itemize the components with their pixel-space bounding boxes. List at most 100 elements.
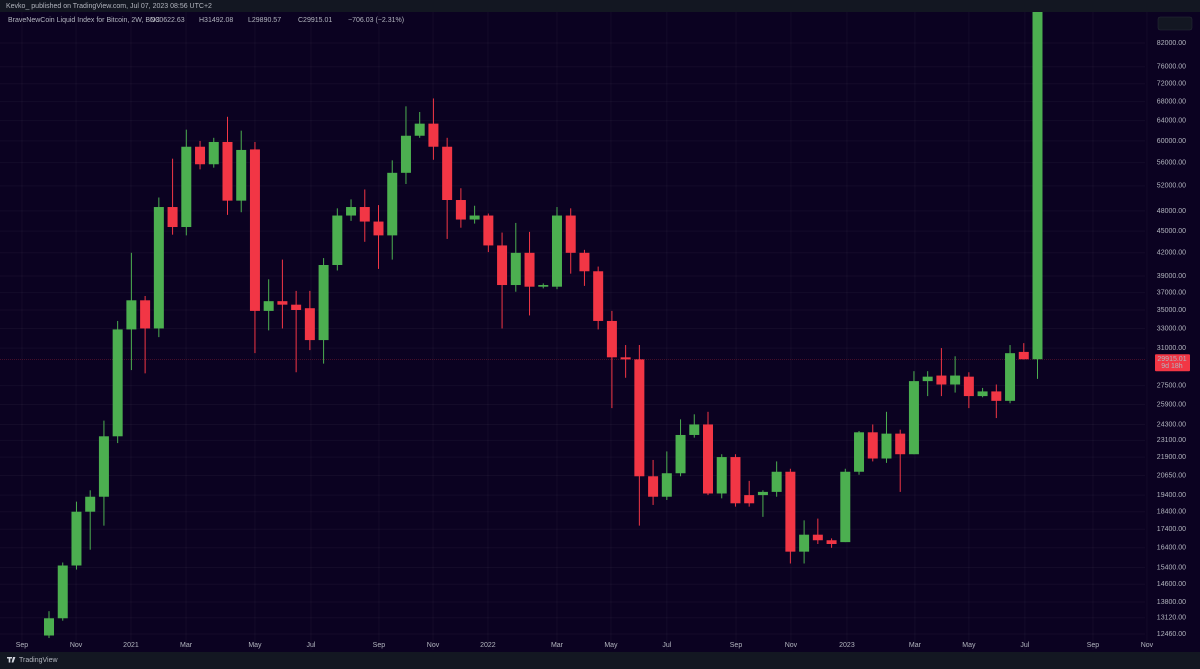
candle-body: [263, 301, 274, 311]
candle-body: [359, 207, 370, 222]
candle-body: [497, 245, 508, 286]
candle-body: [428, 123, 439, 147]
candle-body: [510, 252, 521, 286]
y-tick-label: 19400.00: [1157, 492, 1186, 499]
y-tick-label: 42000.00: [1157, 250, 1186, 257]
candle-body: [44, 618, 55, 636]
x-tick-label: Sep: [1087, 642, 1100, 649]
x-tick-label: Nov: [70, 642, 83, 649]
candle-body: [689, 424, 700, 435]
candle-body: [675, 434, 686, 474]
candle-body: [799, 534, 810, 552]
candle-body: [442, 146, 453, 201]
settings-box[interactable]: [1157, 16, 1193, 31]
y-tick-label: 20650.00: [1157, 472, 1186, 479]
x-tick-label: Nov: [427, 642, 440, 649]
y-tick-label: 45000.00: [1157, 228, 1186, 235]
candle-body: [346, 207, 357, 216]
y-tick-label: 64000.00: [1157, 118, 1186, 125]
x-tick-label: May: [962, 642, 976, 649]
y-tick-label: 16400.00: [1157, 545, 1186, 552]
footer-text: TradingView: [19, 657, 58, 664]
candle-body: [524, 252, 535, 287]
candle-body: [1032, 12, 1043, 360]
candle-body: [483, 215, 494, 246]
y-tick-label: 23100.00: [1157, 437, 1186, 444]
candle-body: [661, 473, 672, 497]
candle-body: [181, 146, 192, 228]
logo: [7, 657, 16, 663]
candle-body: [908, 381, 919, 455]
y-tick-label: 12460.00: [1157, 631, 1186, 638]
candle-body: [620, 357, 631, 360]
last-price-tag: [1155, 354, 1190, 372]
candle-body: [332, 215, 343, 265]
candle-body: [387, 172, 398, 236]
candle-body: [551, 215, 562, 287]
y-tick-label: 24300.00: [1157, 421, 1186, 428]
candle-body: [936, 375, 947, 385]
y-tick-label: 35000.00: [1157, 307, 1186, 314]
x-tick-label: Sep: [373, 642, 386, 649]
y-tick-label: 14600.00: [1157, 581, 1186, 588]
candle-body: [565, 215, 576, 253]
y-tick-label: 39000.00: [1157, 273, 1186, 280]
candle-body: [757, 491, 768, 496]
x-tick-label: May: [248, 642, 262, 649]
x-tick-label: Nov: [785, 642, 798, 649]
candle-body: [730, 457, 741, 504]
legend-value: H31492.08: [199, 17, 233, 24]
y-tick-label: 13120.00: [1157, 615, 1186, 622]
candle-body: [236, 149, 247, 201]
candle-body: [950, 375, 961, 385]
x-tick-label: Jul: [662, 642, 671, 649]
legend-title: BraveNewCoin Liquid Index for Bitcoin, 2…: [8, 17, 160, 24]
x-tick-label: Jul: [1020, 642, 1029, 649]
x-tick-label: 2023: [839, 642, 855, 649]
candle-body: [538, 285, 549, 287]
candle-body: [826, 540, 837, 544]
x-tick-label: Nov: [1141, 642, 1154, 649]
y-tick-label: 21900.00: [1157, 454, 1186, 461]
x-tick-label: Sep: [730, 642, 743, 649]
y-tick-label: 48000.00: [1157, 208, 1186, 215]
candle-body: [469, 215, 480, 220]
candle-body: [400, 135, 411, 173]
candle-body: [634, 359, 645, 477]
y-tick-label: 56000.00: [1157, 159, 1186, 166]
candle-body: [414, 123, 425, 136]
candle-body: [455, 200, 466, 220]
candle-body: [881, 433, 892, 459]
y-tick-label: 68000.00: [1157, 99, 1186, 106]
x-tick-label: Mar: [551, 642, 564, 649]
candle-body: [854, 432, 865, 472]
candle-body: [222, 141, 233, 201]
candle-body: [126, 300, 137, 330]
candle-body: [648, 476, 659, 497]
last-price-label: 29915.01: [1157, 356, 1186, 363]
candle-body: [922, 376, 933, 382]
legend-value: O30622.63: [150, 17, 185, 24]
y-tick-label: 15400.00: [1157, 564, 1186, 571]
candle-body: [291, 304, 302, 311]
candles: [44, 12, 1043, 639]
candle-body: [304, 308, 315, 341]
x-tick-label: Jul: [306, 642, 315, 649]
footer-bar: [0, 652, 1200, 669]
candle-body: [167, 207, 178, 228]
candle-body: [867, 432, 878, 459]
candle-body: [71, 511, 82, 566]
candle-body: [249, 149, 260, 311]
header-bar: [0, 0, 1200, 12]
x-tick-label: May: [604, 642, 618, 649]
candle-body: [57, 565, 68, 619]
candle-body: [85, 496, 96, 512]
candle-body: [593, 271, 604, 321]
x-tick-label: Mar: [909, 642, 922, 649]
candle-body: [991, 391, 1002, 401]
y-tick-label: 37000.00: [1157, 289, 1186, 296]
candle-body: [112, 329, 123, 437]
y-tick-label: 76000.00: [1157, 64, 1186, 71]
